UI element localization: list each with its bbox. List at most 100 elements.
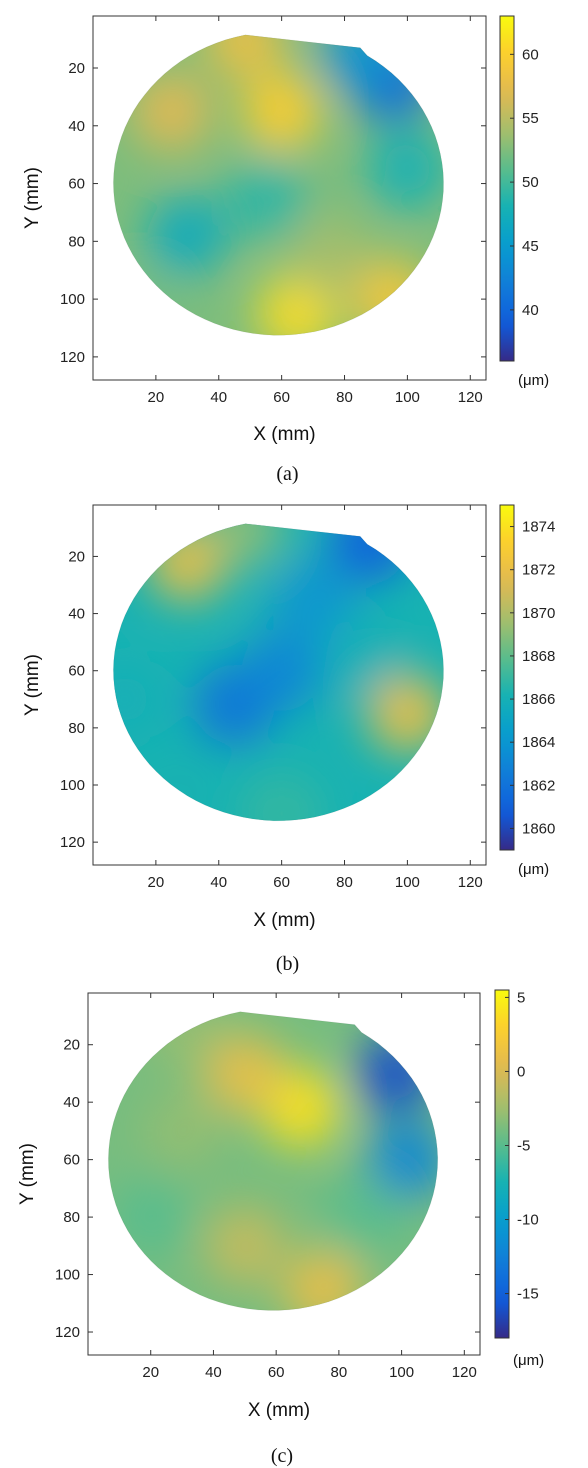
wafer-map [108, 1011, 438, 1311]
y-tick-label: 60 [68, 176, 85, 193]
wafer-map [113, 34, 444, 336]
heat-feature [203, 34, 284, 80]
x-tick-label: 100 [395, 874, 420, 891]
y-tick-label: 100 [55, 1267, 80, 1284]
y-tick-label: 100 [60, 291, 85, 308]
y-tick-label: 40 [63, 1094, 80, 1111]
heat-feature [367, 129, 444, 210]
heat-feature [273, 559, 354, 640]
y-tick-label: 80 [68, 720, 85, 737]
heat-feature [241, 71, 322, 152]
wafer-map [113, 523, 444, 821]
y-axis-label: Y (mm) [22, 654, 43, 716]
heat-feature [147, 195, 228, 276]
x-tick-label: 20 [148, 874, 165, 891]
wafer-outline [112, 523, 445, 822]
colorbar-tick-label: -10 [517, 1212, 539, 1229]
y-tick-label: 60 [68, 663, 85, 680]
heat-feature [204, 1205, 285, 1286]
colorbar-tick-label: 1862 [522, 777, 555, 794]
heat-feature [367, 1119, 438, 1200]
colorbar-tick-label: 5 [517, 989, 525, 1006]
heat-feature [320, 616, 401, 697]
y-tick-label: 20 [68, 60, 85, 77]
y-tick-label: 120 [60, 834, 85, 851]
x-tick-label: 60 [273, 874, 290, 891]
colorbar-unit: (μm) [518, 861, 549, 878]
x-axis-label: X (mm) [248, 1400, 310, 1421]
colorbar [499, 504, 515, 851]
y-tick-label: 80 [63, 1209, 80, 1226]
x-axis-label: X (mm) [253, 424, 315, 445]
heat-feature [367, 673, 444, 754]
panel-caption: (c) [271, 1445, 293, 1467]
colorbar [499, 15, 515, 362]
colorbar-tick-label: 1874 [522, 519, 555, 536]
colorbar-tick-label: 40 [522, 302, 539, 319]
heat-feature [288, 215, 369, 296]
heat-feature [142, 1011, 223, 1071]
x-tick-label: 100 [395, 389, 420, 406]
x-axis-label: X (mm) [253, 910, 315, 931]
colorbar-tick-label: 60 [522, 46, 539, 63]
heat-feature [323, 1177, 404, 1258]
wafer-outline [107, 1011, 439, 1311]
y-tick-label: 100 [60, 777, 85, 794]
y-tick-label: 60 [63, 1152, 80, 1169]
heat-feature [241, 773, 322, 821]
heat-feature [113, 273, 181, 336]
y-tick-label: 40 [68, 606, 85, 623]
y-tick-label: 120 [60, 349, 85, 366]
wafer-outline [112, 34, 445, 336]
colorbar-tick-label: -15 [517, 1286, 539, 1303]
x-tick-label: 40 [210, 389, 227, 406]
y-tick-label: 20 [68, 548, 85, 565]
heat-feature [329, 523, 410, 583]
colorbar-tick-label: 50 [522, 174, 539, 191]
heat-feature [142, 1090, 223, 1171]
y-tick-label: 40 [68, 118, 85, 135]
panel-b: 20 40 60 80 100 120 20 40 60 80 100 120 X (mm) Y (mm)… [22, 504, 555, 975]
x-tick-label: 120 [452, 1364, 477, 1381]
panel-c: 20 40 60 80 100 120 20 40 60 80 100 120 X (mm) Y (mm)… [17, 989, 544, 1467]
y-tick-label: 80 [68, 233, 85, 250]
colorbar-tick-label: 1860 [522, 820, 555, 837]
colorbar-tick-label: 1868 [522, 648, 555, 665]
y-axis-label: Y (mm) [17, 1143, 38, 1205]
y-axis-label: Y (mm) [22, 167, 43, 229]
heat-feature [355, 1033, 436, 1114]
x-tick-label: 20 [142, 1364, 159, 1381]
x-tick-label: 40 [210, 874, 227, 891]
x-tick-label: 120 [458, 389, 483, 406]
colorbar-unit: (μm) [518, 372, 549, 389]
heat-feature [110, 1177, 191, 1258]
y-tick-label: 20 [63, 1037, 80, 1054]
heat-feature [283, 1248, 364, 1311]
x-tick-label: 80 [336, 874, 353, 891]
colorbar-tick-label: 0 [517, 1063, 525, 1080]
heat-feature [225, 158, 306, 238]
colorbar-tick-label: 1870 [522, 605, 555, 622]
panel-caption: (a) [276, 463, 298, 485]
x-tick-label: 40 [205, 1364, 222, 1381]
heat-feature [241, 630, 322, 711]
colorbar [494, 989, 510, 1339]
heat-feature [131, 71, 212, 152]
y-tick-label: 120 [55, 1324, 80, 1341]
axes-box [92, 504, 487, 866]
x-tick-label: 120 [458, 874, 483, 891]
x-tick-label: 100 [389, 1364, 414, 1381]
axes-box [87, 992, 481, 1356]
colorbar-tick-label: 1872 [522, 562, 555, 579]
panel-a: 20 40 60 80 100 120 20 40 60 80 100 120 X (mm) Y (mm)… [22, 15, 549, 485]
colorbar-tick-label: 45 [522, 238, 539, 255]
heat-feature [113, 659, 165, 740]
x-tick-label: 80 [336, 389, 353, 406]
panel-caption: (b) [276, 953, 299, 975]
colorbar-tick-label: 55 [522, 110, 539, 127]
heat-feature [204, 1033, 285, 1114]
x-tick-label: 60 [273, 389, 290, 406]
colorbar-tick-label: 1864 [522, 734, 555, 751]
x-tick-label: 80 [331, 1364, 348, 1381]
